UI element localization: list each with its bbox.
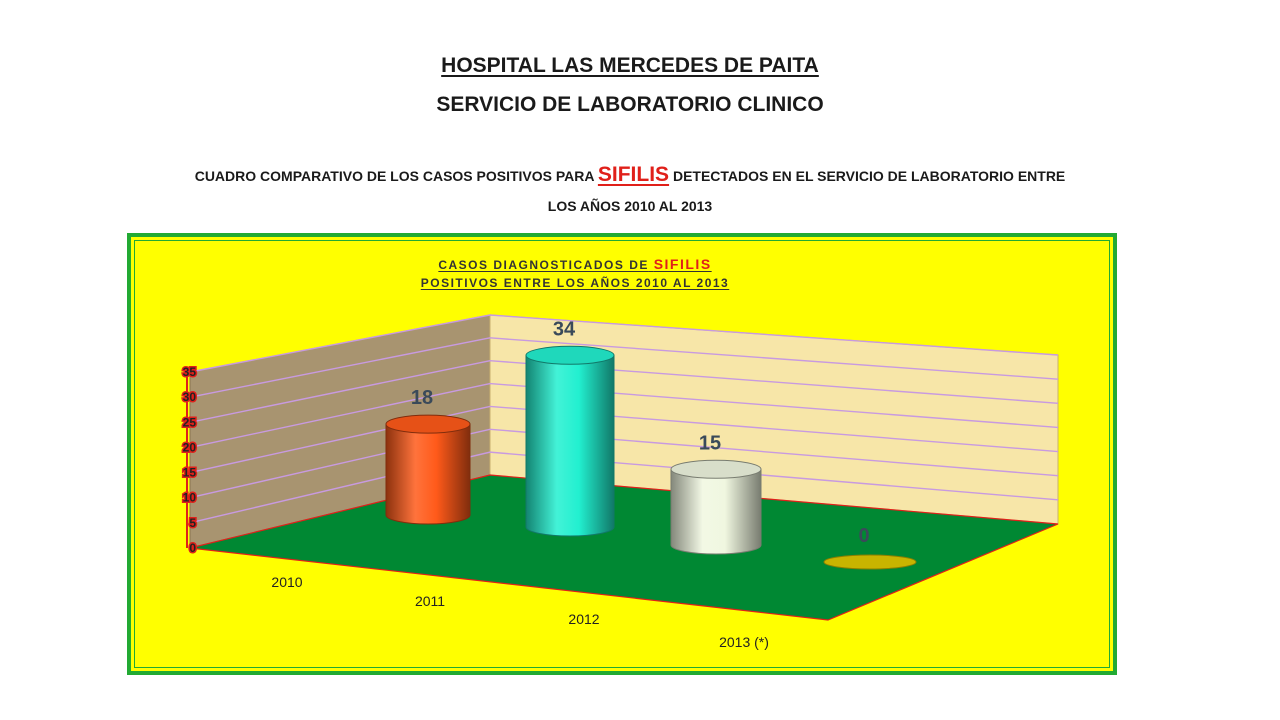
description-line2: LOS AÑOS 2010 AL 2013 bbox=[547, 198, 713, 214]
gridline bbox=[189, 337, 1059, 398]
bar-top bbox=[525, 345, 615, 365]
description-text-before: CUADRO COMPARATIVO DE LOS CASOS POSITIVO… bbox=[194, 168, 594, 184]
page-title: HOSPITAL LAS MERCEDES DE PAITA bbox=[441, 54, 819, 77]
description-text-after: DETECTADOS EN EL SERVICIO DE LABORATORIO… bbox=[672, 168, 1066, 184]
y-tick-label: 20 bbox=[183, 440, 197, 454]
x-tick-label: 2012 bbox=[568, 611, 599, 627]
bar-2013: 0 bbox=[823, 525, 917, 570]
gridline bbox=[189, 314, 1059, 373]
bar-body bbox=[670, 468, 762, 555]
y-tick-label: 15 bbox=[183, 466, 197, 480]
chart-title-highlight: SIFILIS bbox=[653, 256, 712, 272]
gridline bbox=[189, 428, 1059, 499]
data-label: 34 bbox=[553, 318, 576, 340]
x-tick-label: 2010 bbox=[271, 574, 302, 590]
bar-top bbox=[670, 459, 762, 479]
y-tick-label: 25 bbox=[183, 415, 197, 429]
gridline bbox=[189, 451, 1059, 524]
description-highlight: SIFILIS bbox=[597, 163, 670, 186]
chart-description: CUADRO COMPARATIVO DE LOS CASOS POSITIVO… bbox=[80, 160, 1180, 221]
data-label: 0 bbox=[858, 525, 869, 547]
data-label: 15 bbox=[699, 432, 721, 454]
bar-2010: 18 bbox=[385, 387, 471, 525]
y-tick-label: 10 bbox=[183, 491, 197, 505]
gridline bbox=[189, 360, 1059, 423]
bar-body bbox=[525, 354, 615, 537]
chart-title: CASOS DIAGNOSTICADOS DE SIFILIS bbox=[0, 256, 1150, 272]
data-label: 18 bbox=[411, 387, 433, 409]
bar-body bbox=[385, 423, 471, 525]
page-subtitle: SERVICIO DE LABORATORIO CLINICO bbox=[436, 93, 824, 116]
gridline bbox=[189, 405, 1059, 474]
bar-top bbox=[823, 554, 917, 570]
y-tick-label: 0 bbox=[189, 541, 196, 555]
x-tick-label: 2013 (*) bbox=[719, 634, 769, 650]
bar-2011: 34 bbox=[525, 318, 615, 537]
chart-title-text: CASOS DIAGNOSTICADOS DE bbox=[438, 258, 649, 272]
chart-subtitle: POSITIVOS ENTRE LOS AÑOS 2010 AL 2013 bbox=[420, 276, 730, 290]
gridline bbox=[189, 382, 1059, 449]
bar-2012: 15 bbox=[670, 432, 762, 555]
y-tick-label: 5 bbox=[189, 516, 196, 530]
y-tick-label: 30 bbox=[183, 390, 197, 404]
bar-top bbox=[385, 414, 471, 434]
y-tick-label: 35 bbox=[183, 365, 197, 379]
x-tick-label: 2011 bbox=[415, 593, 445, 609]
